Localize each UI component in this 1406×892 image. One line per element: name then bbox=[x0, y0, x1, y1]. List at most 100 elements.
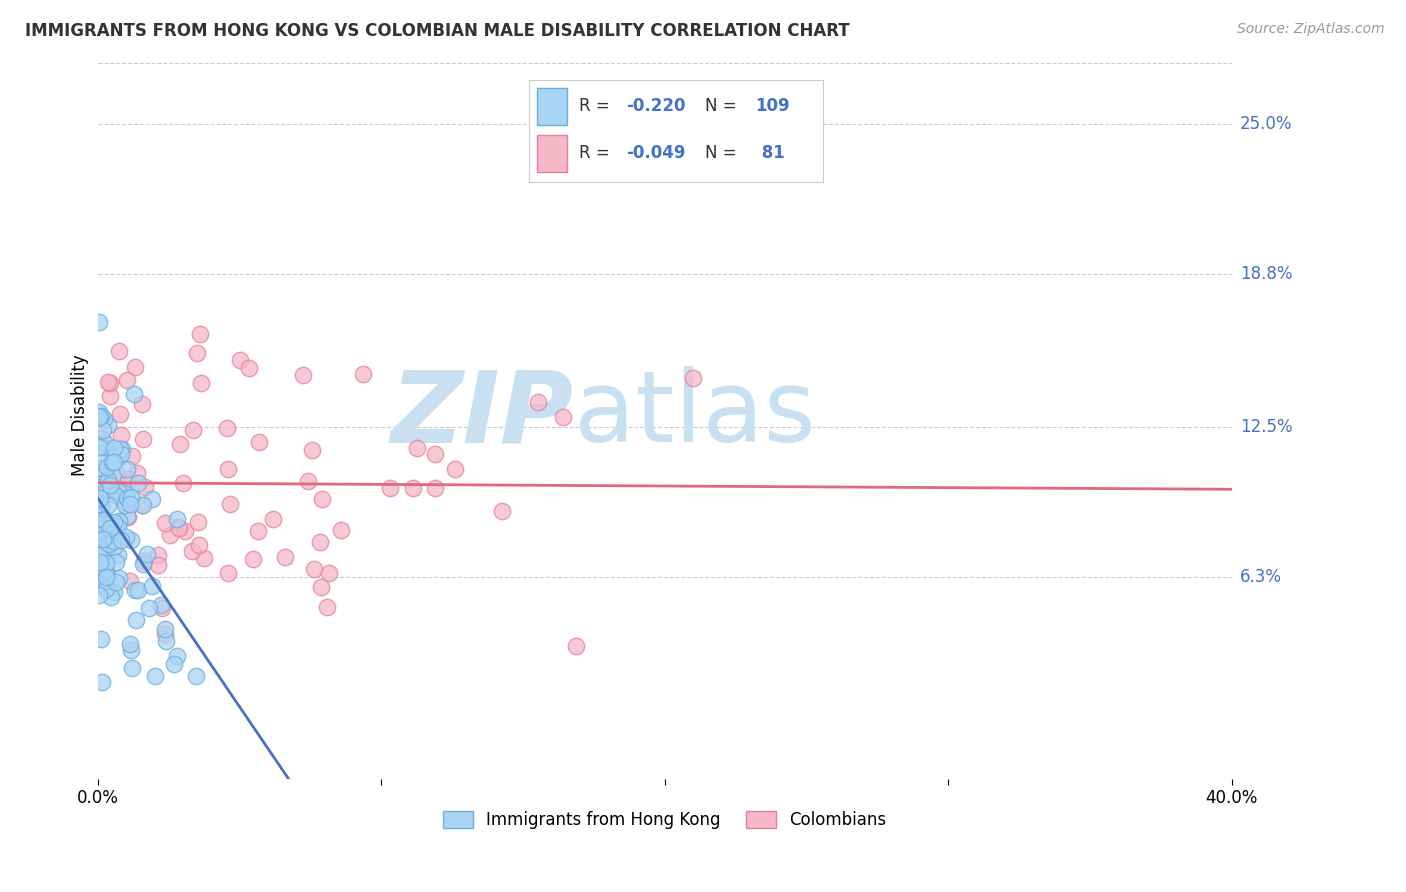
Point bbox=[91, 572, 114, 586]
Point bbox=[98, 389, 121, 403]
Point bbox=[91, 477, 114, 491]
Point bbox=[107, 450, 129, 465]
Text: Source: ZipAtlas.com: Source: ZipAtlas.com bbox=[1237, 22, 1385, 37]
Point bbox=[302, 562, 325, 576]
Point bbox=[167, 521, 190, 535]
Point bbox=[186, 346, 208, 360]
Point bbox=[163, 657, 186, 672]
Point bbox=[565, 639, 588, 653]
Point bbox=[238, 361, 260, 376]
Point bbox=[91, 441, 114, 455]
Point bbox=[166, 511, 188, 525]
Point bbox=[114, 494, 136, 508]
Point bbox=[93, 411, 115, 425]
Point bbox=[443, 461, 465, 475]
Point bbox=[150, 601, 173, 615]
Point bbox=[309, 534, 332, 549]
Point bbox=[94, 484, 117, 499]
Point bbox=[423, 447, 446, 461]
Point bbox=[551, 410, 574, 425]
Point bbox=[150, 598, 173, 612]
Point bbox=[301, 442, 323, 457]
Point bbox=[121, 661, 143, 675]
Point bbox=[159, 528, 181, 542]
Point bbox=[87, 405, 110, 419]
Point bbox=[136, 547, 159, 561]
Point bbox=[127, 476, 149, 491]
Point bbox=[153, 516, 176, 531]
Point bbox=[111, 442, 134, 456]
Point bbox=[124, 386, 146, 401]
Point bbox=[90, 478, 112, 492]
Point bbox=[329, 523, 352, 537]
Point bbox=[89, 461, 111, 475]
Y-axis label: Male Disability: Male Disability bbox=[72, 354, 89, 475]
Text: 18.8%: 18.8% bbox=[1240, 265, 1292, 283]
Point bbox=[87, 454, 110, 468]
Point bbox=[103, 516, 125, 530]
Point bbox=[97, 524, 120, 539]
Point bbox=[103, 540, 125, 554]
Point bbox=[94, 436, 117, 450]
Point bbox=[96, 582, 118, 596]
Point bbox=[309, 580, 332, 594]
Point bbox=[131, 432, 153, 446]
Point bbox=[107, 520, 129, 534]
Point bbox=[101, 534, 124, 549]
Point bbox=[91, 521, 114, 535]
Point bbox=[311, 491, 333, 506]
Point bbox=[97, 473, 120, 487]
Point bbox=[91, 423, 114, 437]
Point bbox=[229, 352, 252, 367]
Point bbox=[100, 591, 122, 605]
Point bbox=[274, 549, 297, 564]
Point bbox=[215, 421, 238, 435]
Point bbox=[97, 498, 120, 512]
Point bbox=[114, 498, 136, 512]
Point bbox=[118, 574, 141, 589]
Point bbox=[188, 326, 211, 341]
Point bbox=[118, 497, 141, 511]
Point bbox=[120, 491, 142, 505]
Point bbox=[93, 533, 115, 547]
Point bbox=[104, 555, 127, 569]
Point bbox=[107, 484, 129, 499]
Point bbox=[91, 675, 114, 690]
Point bbox=[93, 521, 115, 535]
Point bbox=[94, 563, 117, 577]
Legend: Immigrants from Hong Kong, Colombians: Immigrants from Hong Kong, Colombians bbox=[436, 805, 893, 836]
Point bbox=[187, 515, 209, 529]
Point bbox=[90, 431, 112, 445]
Point bbox=[247, 524, 270, 538]
Point bbox=[217, 566, 239, 580]
Point bbox=[115, 461, 138, 475]
Point bbox=[89, 545, 111, 559]
Point bbox=[90, 500, 112, 514]
Point bbox=[146, 558, 169, 572]
Point bbox=[100, 537, 122, 551]
Point bbox=[247, 435, 270, 450]
Point bbox=[378, 482, 401, 496]
Point bbox=[108, 442, 131, 457]
Point bbox=[120, 643, 142, 657]
Point bbox=[155, 634, 177, 648]
Point bbox=[97, 417, 120, 432]
Point bbox=[91, 440, 114, 454]
Point bbox=[97, 376, 120, 390]
Point bbox=[131, 498, 153, 512]
Point bbox=[173, 524, 195, 538]
Point bbox=[110, 447, 132, 461]
Text: IMMIGRANTS FROM HONG KONG VS COLOMBIAN MALE DISABILITY CORRELATION CHART: IMMIGRANTS FROM HONG KONG VS COLOMBIAN M… bbox=[25, 22, 851, 40]
Point bbox=[90, 632, 112, 646]
Point bbox=[117, 509, 139, 524]
Point bbox=[145, 669, 167, 683]
Point bbox=[118, 637, 141, 651]
Point bbox=[94, 565, 117, 579]
Point bbox=[94, 570, 117, 584]
Point bbox=[115, 491, 138, 506]
Point bbox=[108, 407, 131, 421]
Point bbox=[423, 481, 446, 495]
Text: 6.3%: 6.3% bbox=[1240, 568, 1282, 586]
Point bbox=[110, 533, 132, 547]
Point bbox=[115, 476, 138, 491]
